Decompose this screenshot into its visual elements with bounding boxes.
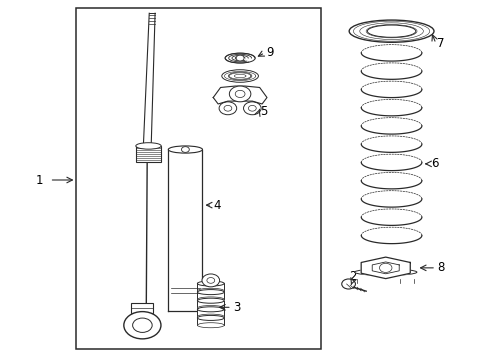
Circle shape xyxy=(224,105,232,111)
Circle shape xyxy=(342,279,355,289)
Ellipse shape xyxy=(197,314,224,319)
Bar xyxy=(76,8,321,348)
Ellipse shape xyxy=(197,306,224,311)
Ellipse shape xyxy=(222,70,258,82)
Bar xyxy=(197,301,224,308)
Circle shape xyxy=(236,55,244,61)
Circle shape xyxy=(235,90,245,98)
Ellipse shape xyxy=(197,297,224,302)
Circle shape xyxy=(181,147,189,152)
Bar xyxy=(131,303,153,314)
Ellipse shape xyxy=(355,269,417,275)
Ellipse shape xyxy=(136,143,161,149)
Text: 9: 9 xyxy=(266,46,273,59)
Circle shape xyxy=(202,274,220,287)
Text: 2: 2 xyxy=(349,270,356,283)
Ellipse shape xyxy=(197,288,224,293)
Bar xyxy=(197,292,224,300)
Circle shape xyxy=(244,102,261,115)
Bar xyxy=(197,309,224,317)
Ellipse shape xyxy=(197,315,224,320)
Circle shape xyxy=(379,263,392,273)
Circle shape xyxy=(229,86,251,102)
Text: 5: 5 xyxy=(260,105,267,118)
Circle shape xyxy=(248,105,256,111)
Polygon shape xyxy=(361,257,410,279)
Circle shape xyxy=(133,318,152,332)
Ellipse shape xyxy=(349,20,434,42)
Ellipse shape xyxy=(228,72,252,80)
Ellipse shape xyxy=(197,289,224,294)
Bar xyxy=(136,146,161,162)
Bar xyxy=(197,318,224,325)
Ellipse shape xyxy=(168,146,202,153)
Bar xyxy=(168,149,202,311)
Text: 8: 8 xyxy=(437,261,444,274)
Circle shape xyxy=(124,312,161,339)
Text: 7: 7 xyxy=(437,37,444,50)
Ellipse shape xyxy=(197,298,224,303)
Text: 6: 6 xyxy=(431,157,438,170)
Ellipse shape xyxy=(368,25,416,37)
Ellipse shape xyxy=(197,307,224,312)
Circle shape xyxy=(207,278,215,283)
Ellipse shape xyxy=(197,323,224,328)
Circle shape xyxy=(219,102,237,115)
Text: 1: 1 xyxy=(36,174,44,186)
Bar xyxy=(197,283,224,291)
Text: 3: 3 xyxy=(233,301,240,314)
Ellipse shape xyxy=(197,281,224,286)
Text: 4: 4 xyxy=(213,199,220,212)
